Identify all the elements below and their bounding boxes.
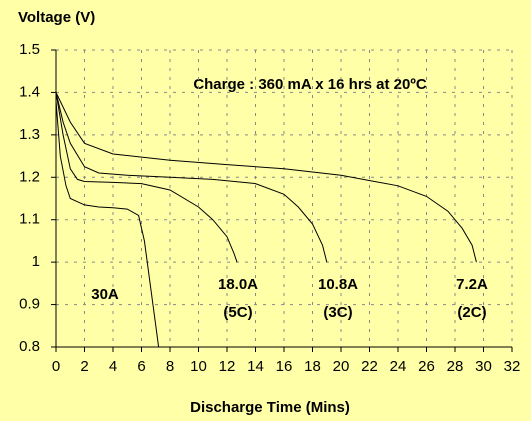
y-tick-label: 1.5 [19,41,40,58]
y-tick-label: 1.2 [19,168,40,185]
series-rate-label: (3C) [323,304,352,321]
x-tick-label: 22 [361,358,378,375]
x-axis-label: Discharge Time (Mins) [190,399,350,416]
x-tick-label: 12 [219,358,236,375]
x-tick-label: 6 [137,358,145,375]
x-tick-label: 20 [333,358,350,375]
y-tick-label: 1.1 [19,211,40,228]
y-tick-label: 0.9 [19,296,40,313]
series-rate-label: (2C) [457,304,486,321]
curve [55,100,160,348]
x-tick-label: 14 [247,358,264,375]
curve [55,92,238,263]
x-tick-label: 18 [304,358,321,375]
y-tick-label: 1 [32,253,40,270]
y-tick-label: 1.4 [19,83,40,100]
x-tick-label: 16 [276,358,293,375]
x-tick-label: 28 [447,358,464,375]
x-tick-label: 24 [390,358,407,375]
x-tick-label: 8 [166,358,174,375]
y-axis-label: Voltage (V) [18,9,95,26]
series-label: 30A [91,286,119,303]
x-tick-label: 26 [418,358,435,375]
curve [55,92,328,263]
y-tick-label: 0.8 [19,338,40,355]
annotation: Charge : 360 mA x 16 hrs at 20ºC [193,76,427,93]
x-tick-label: 0 [52,358,60,375]
x-tick-label: 2 [80,358,88,375]
y-tick-label: 1.3 [19,126,40,143]
series-label: 10.8A [318,276,358,293]
x-tick-label: 32 [504,358,521,375]
curve [55,92,477,263]
series-label: 18.0A [218,276,258,293]
x-tick-label: 30 [475,358,492,375]
x-tick-label: 10 [190,358,207,375]
series-label: 7.2A [456,276,488,293]
x-tick-label: 4 [109,358,117,375]
series-rate-label: (5C) [223,304,252,321]
